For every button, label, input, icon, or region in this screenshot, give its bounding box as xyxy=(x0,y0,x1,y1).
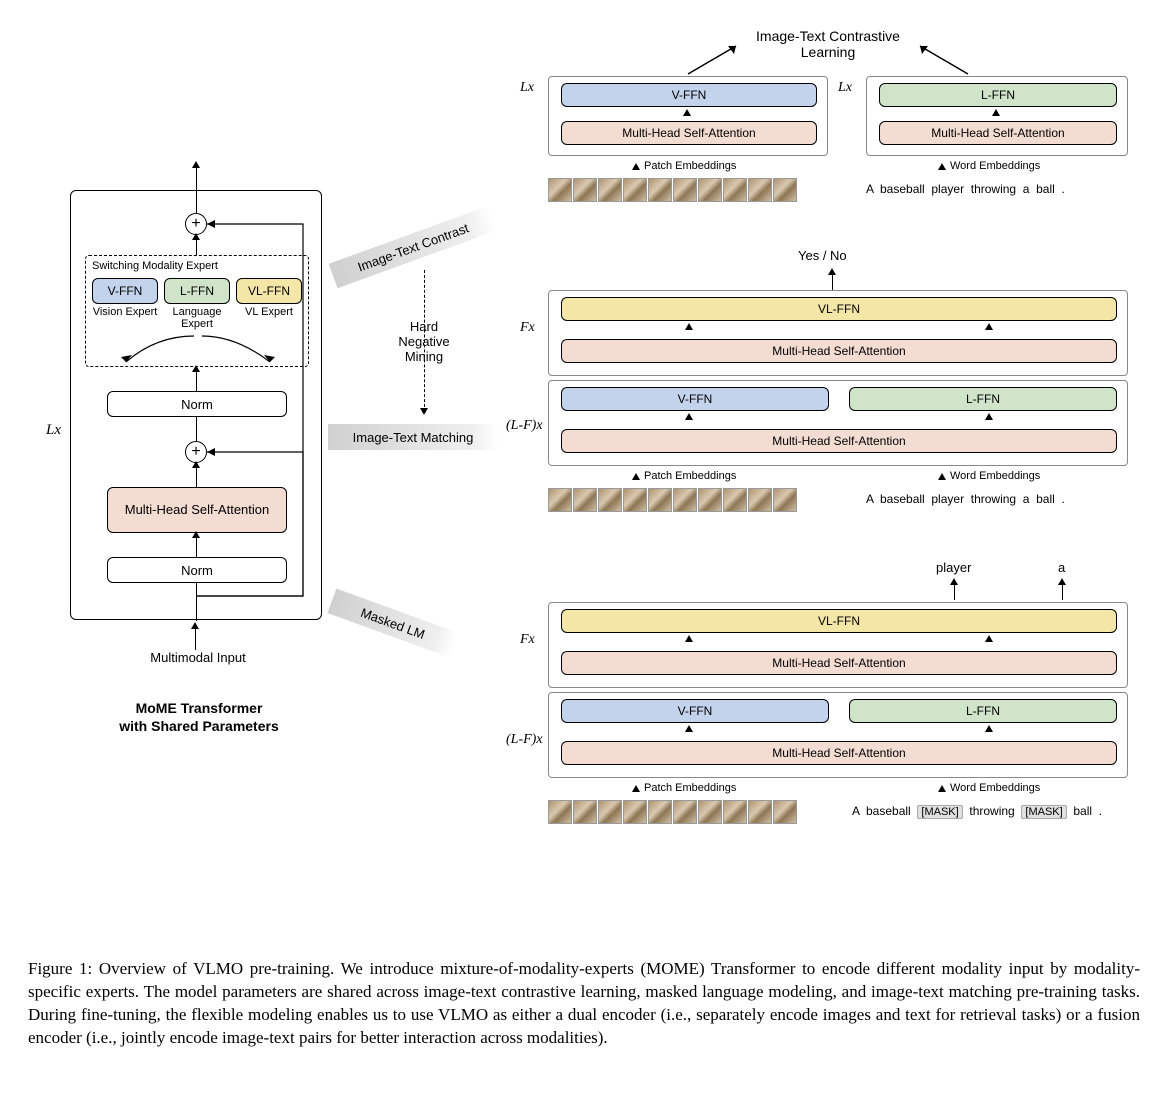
arrow-mlm: Masked LM xyxy=(327,589,458,658)
mlm-word-emb: Word Embeddings xyxy=(938,782,1040,794)
mlm-vlffn: VL-FFN xyxy=(561,609,1117,633)
mlm-vffn: V-FFN xyxy=(561,699,829,723)
itc-v-encoder: V-FFN Multi-Head Self-Attention xyxy=(548,76,828,156)
norm-top: Norm xyxy=(107,391,287,417)
itc-mhsa-l: Multi-Head Self-Attention xyxy=(879,121,1117,145)
vlffn-expert: VL-FFN xyxy=(236,278,302,304)
mome-title-1: MoME Transformer xyxy=(84,700,314,716)
mlm-sentence: A baseball [MASK] throwing [MASK] ball . xyxy=(852,804,1102,818)
itm-lower: V-FFN L-FFN Multi-Head Self-Attention xyxy=(548,380,1128,466)
mhsa-box: Multi-Head Self-Attention xyxy=(107,487,287,533)
itc-vffn: V-FFN xyxy=(561,83,817,107)
itc-L-right: Lx xyxy=(838,80,852,96)
mlm-lffn: L-FFN xyxy=(849,699,1117,723)
itc-mhsa-v: Multi-Head Self-Attention xyxy=(561,121,817,145)
residual-add-top: + xyxy=(185,213,207,235)
mlm-LmF: (L-F)x xyxy=(506,732,543,748)
mlm-out1: player xyxy=(936,560,971,575)
language-expert-label: Language Expert xyxy=(164,306,230,330)
switching-title: Switching Modality Expert xyxy=(92,260,218,272)
itc-sentence: A baseball player throwing a ball . xyxy=(866,182,1065,196)
mlm-lower: V-FFN L-FFN Multi-Head Self-Attention xyxy=(548,692,1128,778)
arrow-itm: Image-Text Matching xyxy=(328,424,498,450)
itc-l-encoder: L-FFN Multi-Head Self-Attention xyxy=(866,76,1128,156)
mome-title-2: with Shared Parameters xyxy=(84,718,314,734)
lffn-expert: L-FFN xyxy=(164,278,230,304)
itc-L-left: Lx xyxy=(520,80,534,96)
itm-vffn: V-FFN xyxy=(561,387,829,411)
hard-neg-label: HardNegativeMining xyxy=(388,320,460,365)
hard-neg-arrowhead xyxy=(420,408,428,415)
norm-bottom: Norm xyxy=(107,557,287,583)
vffn-expert: V-FFN xyxy=(92,278,158,304)
mlm-fusion: VL-FFN Multi-Head Self-Attention xyxy=(548,602,1128,688)
mlm-patch-emb: Patch Embeddings xyxy=(632,782,736,794)
residual-add-bottom: + xyxy=(185,441,207,463)
itm-F: Fx xyxy=(520,320,535,336)
vl-expert-label: VL Expert xyxy=(236,306,302,318)
mlm-patches xyxy=(548,800,797,824)
arrow-itc: Image-Text Contrast xyxy=(329,206,498,289)
itc-patches xyxy=(548,178,797,202)
itm-patch-emb: Patch Embeddings xyxy=(632,470,736,482)
mlm-F: Fx xyxy=(520,632,535,648)
itm-output: Yes / No xyxy=(798,248,847,263)
itm-word-emb: Word Embeddings xyxy=(938,470,1040,482)
switching-expert-box: Switching Modality Expert V-FFN L-FFN VL… xyxy=(85,255,309,367)
itm-mhsa-lower: Multi-Head Self-Attention xyxy=(561,429,1117,453)
itc-arrows-top xyxy=(628,38,1028,78)
itm-LmF: (L-F)x xyxy=(506,418,543,434)
itm-patches xyxy=(548,488,797,512)
mlm-mhsa-fusion: Multi-Head Self-Attention xyxy=(561,651,1117,675)
mlm-out2: a xyxy=(1058,560,1065,575)
itc-word-emb: Word Embeddings xyxy=(938,160,1040,172)
multimodal-input-label: Multimodal Input xyxy=(108,650,288,665)
depth-label-L: Lx xyxy=(46,422,61,439)
itm-fusion: VL-FFN Multi-Head Self-Attention xyxy=(548,290,1128,376)
itc-patch-emb: Patch Embeddings xyxy=(632,160,736,172)
figure-caption: Figure 1: Overview of VLMO pre-training.… xyxy=(28,958,1140,1050)
mome-block: + Switching Modality Expert V-FFN L-FFN … xyxy=(70,190,322,620)
vision-expert-label: Vision Expert xyxy=(92,306,158,318)
itm-lffn: L-FFN xyxy=(849,387,1117,411)
mlm-mhsa-lower: Multi-Head Self-Attention xyxy=(561,741,1117,765)
itm-sentence: A baseball player throwing a ball . xyxy=(866,492,1065,506)
figure-diagram: Lx + Switching Modality Expert V-FFN L-F… xyxy=(28,20,1140,940)
switch-arrows xyxy=(86,332,310,366)
itm-mhsa-fusion: Multi-Head Self-Attention xyxy=(561,339,1117,363)
itc-lffn: L-FFN xyxy=(879,83,1117,107)
itm-vlffn: VL-FFN xyxy=(561,297,1117,321)
